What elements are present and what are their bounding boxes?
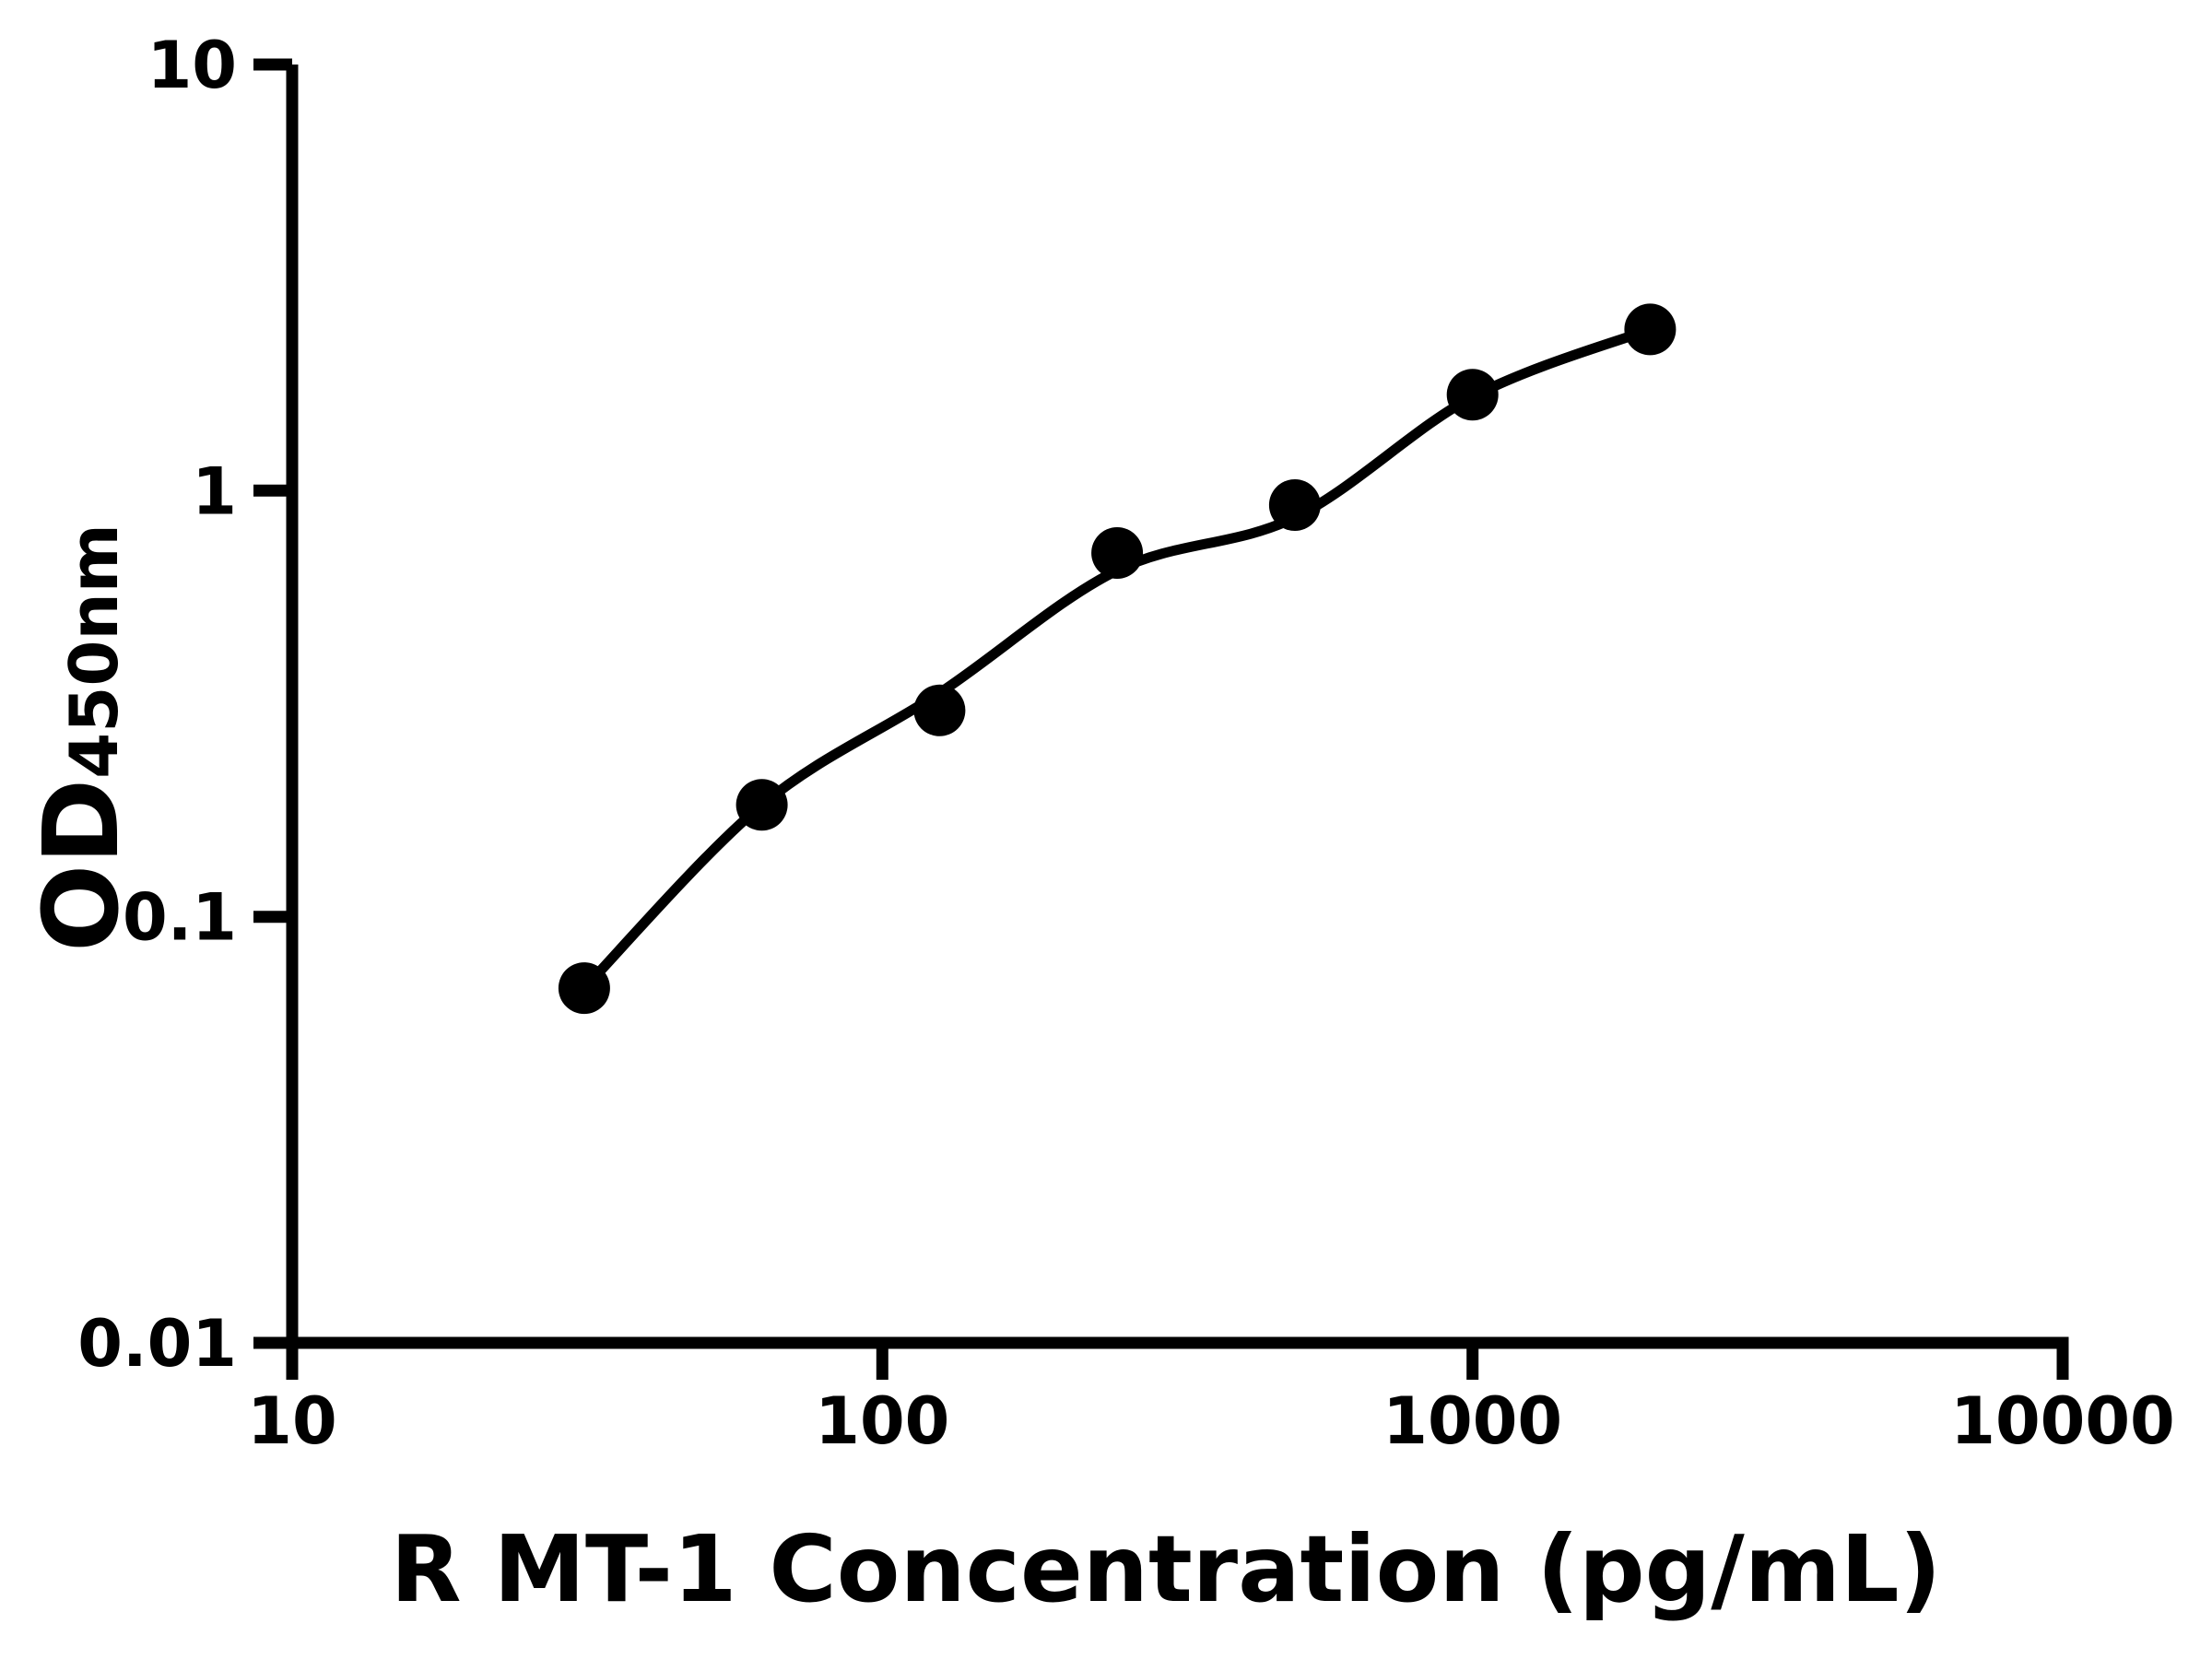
x-axis-title: R MT-1 Concentration (pg/mL)	[391, 1515, 1942, 1623]
x-tick-label: 1000	[1382, 1383, 1562, 1459]
y-tick-label: 0.01	[77, 1306, 237, 1382]
x-tick-label: 10	[247, 1383, 336, 1459]
data-point	[1091, 527, 1144, 579]
data-point	[1624, 303, 1677, 356]
data-point	[735, 779, 788, 831]
x-tick-label: 100	[815, 1383, 949, 1459]
data-point	[1446, 369, 1499, 421]
y-tick-label: 1	[192, 453, 237, 529]
data-point	[1268, 479, 1321, 531]
y-axis-title-main: OD	[22, 779, 142, 952]
y-axis-title-sub: 450nm	[55, 524, 133, 779]
x-tick-label: 10000	[1950, 1383, 2175, 1459]
data-points	[558, 303, 1677, 1015]
y-axis-title: OD450nm	[22, 524, 142, 952]
y-tick-label: 0.1	[123, 880, 237, 956]
data-point	[558, 962, 610, 1015]
axis-ticks	[253, 58, 2069, 1380]
y-tick-label: 10	[147, 28, 237, 103]
data-point	[913, 684, 966, 736]
tick-labels: 10 100 1000 10000 10 1 0.1 0.01	[77, 28, 2174, 1459]
fit-curve-line	[580, 324, 1653, 992]
